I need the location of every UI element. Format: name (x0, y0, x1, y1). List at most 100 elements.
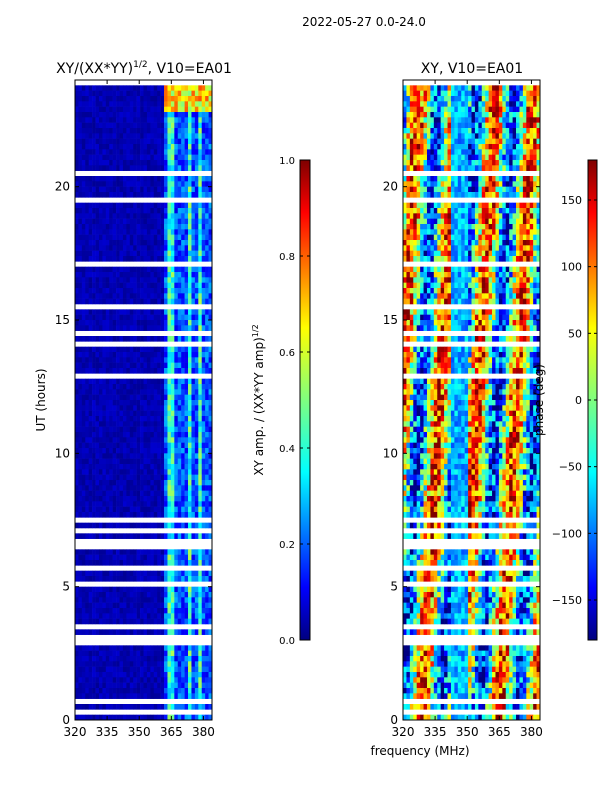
heatmap-cell (167, 101, 172, 107)
heatmap-cell (85, 293, 89, 299)
heatmap-cell (88, 405, 93, 411)
heatmap-cell (105, 661, 110, 667)
heatmap-cell (75, 506, 79, 513)
heatmap-cell (526, 144, 531, 150)
heatmap-cell (526, 154, 531, 161)
heatmap-cell (536, 176, 541, 182)
heatmap-cell (471, 144, 476, 150)
heatmap-cell (150, 682, 155, 689)
heatmap-cell (150, 202, 155, 209)
heatmap-cell (140, 288, 144, 294)
heatmap-cell (143, 613, 148, 619)
heatmap-cell (78, 288, 83, 294)
heatmap-cell (136, 512, 141, 518)
heatmap-cell (191, 325, 196, 331)
heatmap-cell (194, 352, 199, 358)
heatmap-cell (184, 181, 189, 187)
heatmap-cell (536, 192, 541, 198)
heatmap-cell (146, 714, 151, 721)
heatmap-cell (109, 90, 113, 97)
heatmap-cell (95, 293, 100, 299)
heatmap-cell (485, 149, 489, 155)
heatmap-cell (102, 480, 107, 486)
heatmap-cell (420, 149, 424, 155)
heatmap-cell (502, 208, 507, 214)
heatmap-cell (181, 666, 185, 673)
heatmap-cell (85, 394, 89, 401)
heatmap-cell (191, 293, 196, 299)
heatmap-cell (153, 389, 158, 395)
heatmap-cell (164, 160, 168, 166)
heatmap-cell (112, 672, 117, 678)
heatmap-cell (457, 149, 462, 155)
heatmap-cell (78, 128, 83, 134)
heatmap-cell (146, 336, 151, 342)
heatmap-cell (119, 256, 124, 262)
heatmap-cell (140, 112, 144, 118)
heatmap-cell (136, 661, 141, 667)
heatmap-cell (160, 592, 165, 598)
heatmap-cell (181, 645, 185, 651)
heatmap-cell (146, 234, 151, 241)
heatmap-cell (75, 677, 79, 683)
heatmap-cell (85, 218, 89, 225)
heatmap-cell (88, 346, 93, 353)
heatmap-cell (201, 512, 206, 518)
heatmap-cell (191, 570, 196, 577)
heatmap-cell (191, 613, 196, 619)
heatmap-cell (95, 522, 100, 529)
heatmap-cell (119, 458, 124, 465)
heatmap-cell (174, 586, 179, 593)
heatmap-cell (146, 384, 151, 390)
heatmap-cell (194, 192, 199, 198)
heatmap-cell (122, 266, 127, 273)
heatmap-cell (198, 208, 203, 214)
heatmap-cell (194, 469, 199, 475)
heatmap-cell (85, 176, 89, 182)
heatmap-cell (95, 650, 100, 657)
heatmap-cell (177, 410, 182, 417)
heatmap-cell (509, 96, 513, 102)
heatmap-cell (98, 245, 103, 251)
heatmap-cell (157, 410, 161, 417)
heatmap-cell (498, 208, 503, 214)
heatmap-cell (406, 122, 411, 129)
heatmap-cell (170, 266, 175, 273)
heatmap-cell (105, 272, 110, 278)
heatmap-cell (201, 144, 206, 150)
heatmap-cell (88, 117, 93, 123)
heatmap-cell (526, 90, 531, 97)
heatmap-cell (102, 453, 107, 459)
heatmap-cell (191, 421, 196, 427)
heatmap-cell (529, 90, 534, 97)
heatmap-cell (468, 208, 472, 214)
heatmap-cell (420, 106, 424, 113)
heatmap-cell (205, 186, 209, 193)
heatmap-cell (164, 714, 168, 721)
heatmap-cell (146, 613, 151, 619)
heatmap-cell (109, 714, 113, 721)
heatmap-cell (116, 501, 120, 507)
heatmap-cell (201, 160, 206, 166)
heatmap-cell (208, 288, 213, 294)
heatmap-cell (160, 154, 165, 161)
heatmap-cell (516, 186, 520, 193)
heatmap-cell (174, 149, 179, 155)
heatmap-cell (126, 288, 131, 294)
heatmap-cell (468, 181, 472, 187)
heatmap-cell (88, 325, 93, 331)
heatmap-cell (109, 101, 113, 107)
heatmap-cell (461, 122, 465, 129)
heatmap-cell (119, 501, 124, 507)
heatmap-cell (140, 592, 144, 598)
heatmap-cell (85, 453, 89, 459)
heatmap-cell (112, 602, 117, 609)
heatmap-cell (505, 106, 510, 113)
heatmap-cell (153, 298, 158, 305)
heatmap-cell (126, 138, 131, 145)
heatmap-cell (201, 112, 206, 118)
heatmap-cell (146, 208, 151, 214)
heatmap-cell (98, 85, 103, 91)
heatmap-cell (406, 144, 411, 150)
heatmap-cell (174, 266, 179, 273)
